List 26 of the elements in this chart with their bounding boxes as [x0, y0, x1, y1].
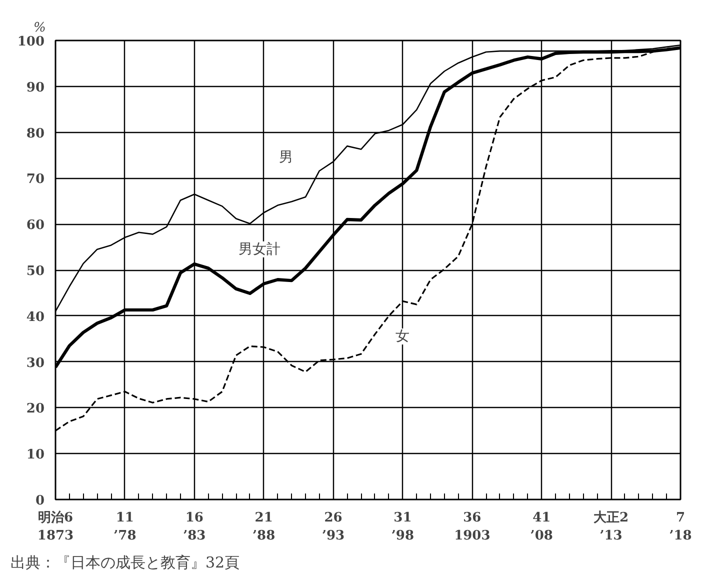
x-tick-label: 31 ’98 [391, 510, 414, 544]
source-note: 出典：『日本の成長と教育』32頁 [10, 554, 240, 572]
y-tick-label: 50 [26, 264, 45, 279]
x-tick-label: 11 ’78 [114, 510, 136, 544]
x-tick-label: 41 ’08 [530, 510, 553, 544]
y-tick-label: 30 [26, 356, 45, 371]
y-tick-label: 40 [26, 310, 45, 325]
y-tick-label: 100 [17, 34, 45, 50]
x-tick-label: 明治6 1873 [37, 510, 74, 544]
series-label: 女 [396, 328, 410, 345]
x-tick-label: 16 ’83 [183, 510, 206, 544]
series-label: 男 [279, 150, 294, 166]
x-tick-label: 大正2 ’13 [594, 510, 629, 544]
y-tick-label: 20 [26, 402, 45, 417]
y-tick-label: 0 [35, 494, 44, 508]
y-tick-label: 70 [26, 172, 45, 188]
x-tick-label: 7 ’18 [669, 510, 692, 544]
y-tick-label: 60 [26, 218, 45, 234]
y-axis-title: % [34, 20, 46, 36]
series-label: 男女計 [238, 241, 281, 258]
x-tick-label: 26 ’93 [322, 510, 345, 544]
x-tick-label: 21 ’88 [252, 510, 276, 544]
y-tick-label: 90 [26, 80, 45, 96]
y-tick-label: 10 [26, 448, 45, 463]
y-tick-label: 80 [26, 126, 45, 142]
x-tick-label: 36 1903 [454, 510, 490, 544]
